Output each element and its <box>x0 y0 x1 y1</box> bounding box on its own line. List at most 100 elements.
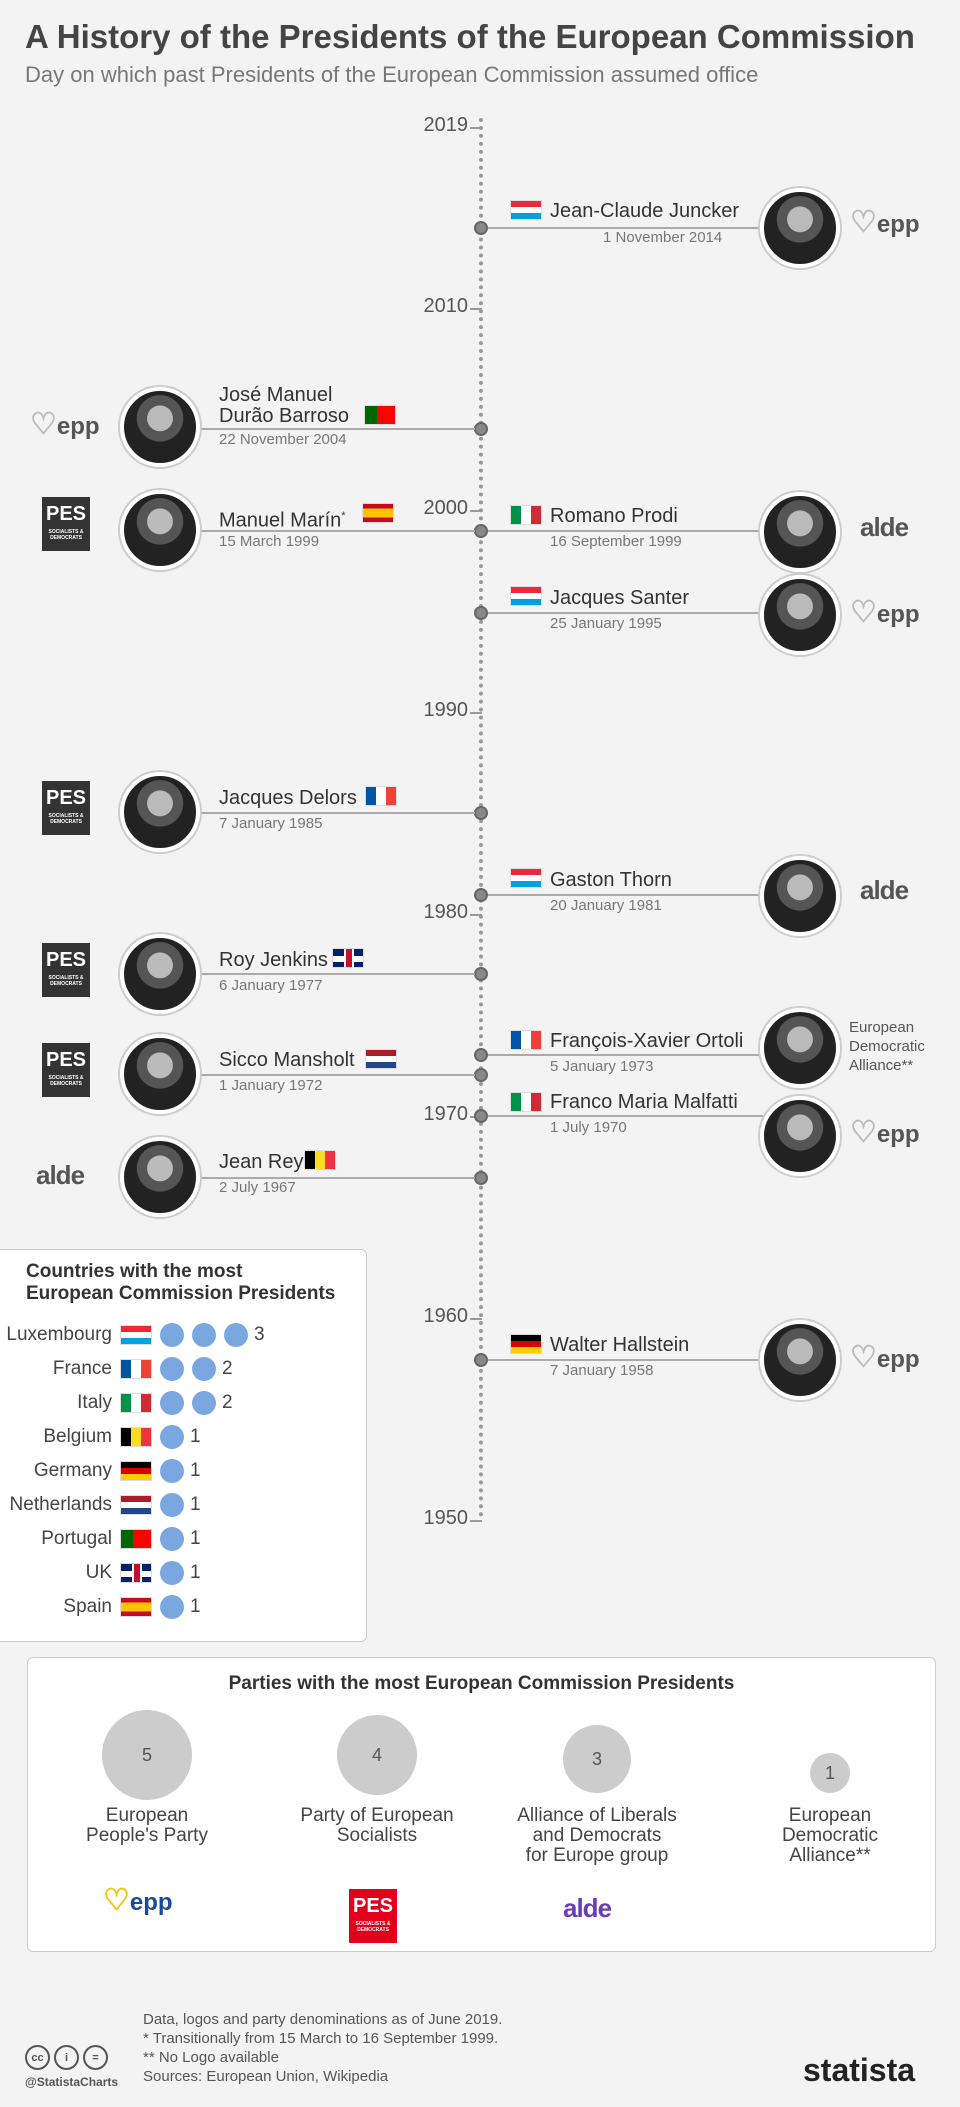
president-photo <box>760 492 840 572</box>
luxembourg-flag-icon <box>510 586 542 606</box>
country-name: France <box>52 1358 112 1379</box>
country-count: 1 <box>190 1528 201 1549</box>
year-label-2019: 2019 <box>423 114 469 136</box>
count-bubble <box>192 1357 216 1381</box>
president-photo <box>120 387 200 467</box>
count-bubble <box>160 1323 184 1347</box>
party-count-circle: 4 <box>337 1715 417 1795</box>
countries-list: Luxembourg 3 France 2 Italy 2 Belgium 1 Germany 1… <box>0 1318 355 1624</box>
party-label: European Democratic Alliance** <box>781 1805 879 1866</box>
countries-panel: Countries with the most European Commiss… <box>0 1249 367 1642</box>
president-date: 7 January 1958 <box>550 1362 654 1379</box>
president-date: 25 January 1995 <box>550 615 662 632</box>
year-label-2010: 2010 <box>423 295 469 317</box>
party-count-circle: 5 <box>102 1710 192 1800</box>
pes-logo-icon: PES SOCIALISTS & DEMOCRATS <box>42 1043 90 1097</box>
country-flag-icon <box>120 1427 152 1447</box>
country-count: 1 <box>190 1460 201 1481</box>
count-bubble <box>160 1357 184 1381</box>
epp-logo-icon: ♡epp <box>850 1341 920 1374</box>
timeline-marker <box>474 1068 488 1082</box>
social-handle: @StatistaCharts <box>25 2075 119 2089</box>
connector-line <box>200 1177 475 1179</box>
timeline-marker <box>474 967 488 981</box>
italy-flag-icon <box>510 505 542 525</box>
count-bubble <box>160 1595 184 1619</box>
year-label-1970: 1970 <box>423 1103 469 1125</box>
country-count: 2 <box>222 1358 233 1379</box>
country-flag-icon <box>120 1393 152 1413</box>
count-bubble <box>160 1561 184 1585</box>
president-photo <box>760 1008 840 1088</box>
president-date: 16 September 1999 <box>550 533 682 550</box>
epp-logo-icon: ♡epp <box>850 596 920 629</box>
president-name: Jean-Claude Juncker <box>550 200 739 222</box>
year-tick <box>470 308 482 310</box>
timeline-marker <box>474 524 488 538</box>
country-name: Luxembourg <box>6 1324 112 1345</box>
count-bubble <box>192 1391 216 1415</box>
country-flag-icon <box>120 1529 152 1549</box>
cc-icon: cc <box>25 2045 50 2070</box>
luxembourg-flag-icon <box>510 200 542 220</box>
statista-logo[interactable]: statista <box>803 2052 916 2088</box>
president-date: 2 July 1967 <box>219 1179 296 1196</box>
president-photo <box>120 490 200 570</box>
country-count: 2 <box>222 1392 233 1413</box>
country-row: Germany 1 <box>0 1454 355 1488</box>
timeline-marker <box>474 806 488 820</box>
alde-logo-icon: alde <box>36 1160 85 1190</box>
count-bubble <box>192 1323 216 1347</box>
france-flag-icon <box>510 1030 542 1050</box>
party-count-circle: 1 <box>810 1753 850 1793</box>
country-count: 3 <box>254 1324 265 1345</box>
country-flag-icon <box>120 1461 152 1481</box>
president-date: 20 January 1981 <box>550 897 662 914</box>
timeline-marker <box>474 606 488 620</box>
president-photo <box>760 1320 840 1400</box>
count-bubble <box>160 1527 184 1551</box>
netherlands-flag-icon <box>365 1049 397 1069</box>
country-flag-icon <box>120 1597 152 1617</box>
year-label-1990: 1990 <box>423 699 469 721</box>
president-date: 6 January 1977 <box>219 977 323 994</box>
portugal-flag-icon <box>364 405 396 425</box>
timeline-marker <box>474 1109 488 1123</box>
connector-line <box>200 530 475 532</box>
pes-logo-icon: PES SOCIALISTS & DEMOCRATS <box>42 943 90 997</box>
president-photo <box>120 934 200 1014</box>
epp-logo-icon: ♡epp <box>30 408 100 441</box>
president-photo <box>760 575 840 655</box>
president-date: 1 January 1972 <box>219 1077 323 1094</box>
president-date: 1 July 1970 <box>550 1119 627 1136</box>
parties-panel: Parties with the most European Commissio… <box>27 1657 936 1952</box>
year-label-1980: 1980 <box>423 901 469 923</box>
count-bubble <box>160 1493 184 1517</box>
country-flag-icon <box>120 1495 152 1515</box>
country-count: 1 <box>190 1494 201 1515</box>
page-subtitle: Day on which past Presidents of the Euro… <box>25 62 759 87</box>
pes-logo-icon: PES SOCIALISTS & DEMOCRATS <box>42 781 90 835</box>
party-label: Alliance of Liberals and Democrats for Eur… <box>517 1805 677 1866</box>
attribution-icon: i <box>54 2045 79 2070</box>
timeline-marker <box>474 888 488 902</box>
equals-icon: = <box>83 2045 108 2070</box>
president-date: 22 November 2004 <box>219 431 347 448</box>
president-photo <box>120 1034 200 1114</box>
country-row: Belgium 1 <box>0 1420 355 1454</box>
country-name: Portugal <box>41 1528 112 1549</box>
president-name: Roy Jenkins <box>219 949 328 971</box>
country-flag-icon <box>120 1359 152 1379</box>
president-name: Manuel Marín* <box>219 509 346 532</box>
country-row: Luxembourg 3 <box>0 1318 355 1352</box>
president-name: Franco Maria Malfatti <box>550 1091 738 1113</box>
president-photo <box>760 856 840 936</box>
year-label-1960: 1960 <box>423 1305 469 1327</box>
country-count: 1 <box>190 1426 201 1447</box>
countries-title: Countries with the most European Commiss… <box>26 1261 336 1304</box>
president-name: Jean Rey <box>219 1151 304 1173</box>
connector-line <box>200 1074 475 1076</box>
count-bubble <box>224 1323 248 1347</box>
parties-title: Parties with the most European Commissio… <box>228 1673 735 1694</box>
country-count: 1 <box>190 1562 201 1583</box>
